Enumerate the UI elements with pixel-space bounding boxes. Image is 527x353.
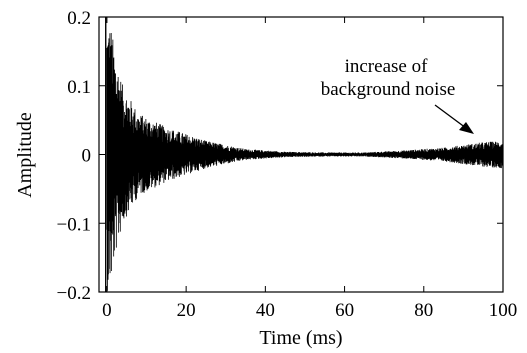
x-tick-label: 20 xyxy=(177,300,196,321)
annotation-line-1: increase of xyxy=(345,56,428,77)
x-tick-label: 0 xyxy=(102,300,112,321)
x-axis-label: Time (ms) xyxy=(259,327,342,349)
y-tick-label: 0.1 xyxy=(67,77,91,98)
y-tick-label: 0.2 xyxy=(67,8,91,29)
waveform-line xyxy=(106,32,504,291)
x-tick-label: 60 xyxy=(335,300,354,321)
x-tick-label: 80 xyxy=(414,300,433,321)
y-tick-label: −0.2 xyxy=(57,283,91,304)
annotation-line-2: background noise xyxy=(321,79,456,100)
y-axis-label: Amplitude xyxy=(14,112,36,198)
annotation-arrowhead xyxy=(459,122,474,134)
x-axis: 0 20 40 60 80 100 xyxy=(102,17,517,321)
x-tick-label: 40 xyxy=(256,300,275,321)
y-tick-label: −0.1 xyxy=(57,214,91,235)
y-tick-label: 0 xyxy=(82,146,92,167)
y-axis: −0.2 −0.1 0 0.1 0.2 xyxy=(57,8,503,304)
x-tick-label: 100 xyxy=(489,300,518,321)
waveform-series xyxy=(105,17,504,292)
